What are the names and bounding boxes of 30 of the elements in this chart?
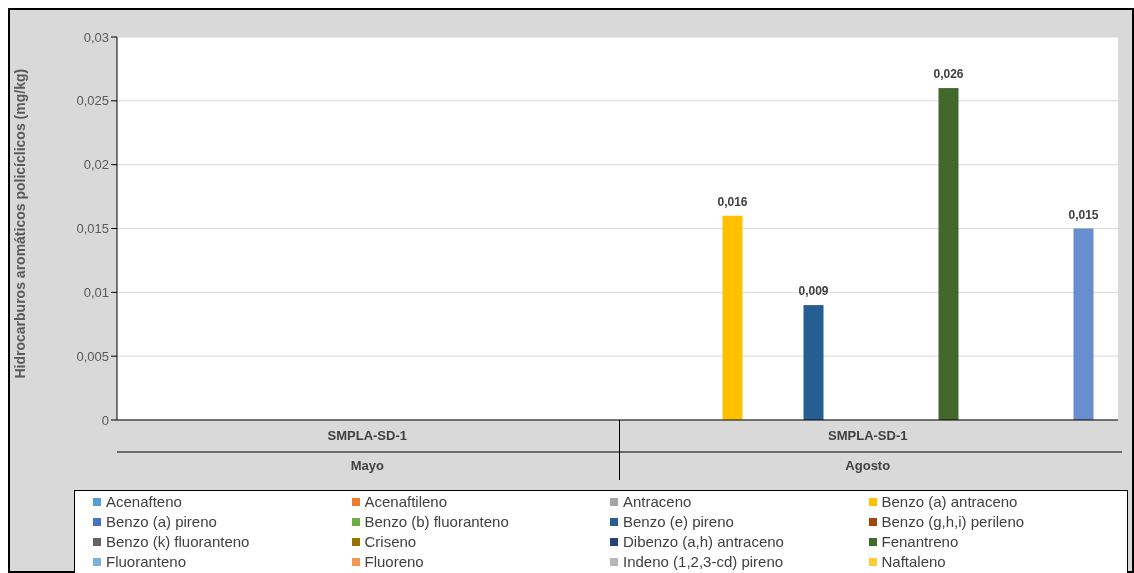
legend-label: Fluoranteno	[106, 552, 187, 572]
y-tick-label: 0,015	[76, 221, 109, 237]
legend-label: Dibenzo (a,h) antraceno	[623, 532, 784, 552]
legend-label: Benzo (a) antraceno	[881, 492, 1018, 512]
legend-label: Benzo (a) pireno	[106, 512, 217, 532]
legend-label: Naftaleno	[881, 552, 946, 572]
x-tick-label: SMPLA-SD-1 Agosto	[828, 428, 908, 473]
legend-label: Criseno	[364, 532, 417, 552]
legend-label: Benzo (e) pireno	[623, 512, 734, 532]
legend-label: Benzo (k) fluoranteno	[106, 532, 250, 552]
y-tick-label: 0	[101, 412, 109, 428]
data-label: 0,026	[933, 67, 964, 82]
data-label: 0,009	[798, 284, 829, 299]
x-tick-label: SMPLA-SD-1 Mayo	[327, 428, 407, 473]
y-axis-title: Hidrocarburos aromáticos policíclicos (mg/kg)	[11, 68, 28, 379]
legend-label: Fluoreno	[364, 552, 424, 572]
legend-label: Benzo (g,h,i) perileno	[881, 512, 1025, 532]
y-tick-label: 0,02	[83, 157, 109, 173]
y-tick-label: 0,03	[83, 29, 109, 45]
data-label: 0,016	[717, 194, 748, 209]
legend-label: Acenafteno	[106, 492, 182, 512]
data-label: 0,015	[1068, 207, 1099, 222]
legend-label: Indeno (1,2,3-cd) pireno	[623, 552, 784, 572]
legend-label: Antraceno	[623, 492, 692, 512]
legend-label: Fenantreno	[881, 532, 959, 552]
y-tick-label: 0,005	[76, 348, 109, 364]
y-tick-label: 0,025	[76, 93, 109, 109]
legend-label: Benzo (b) fluoranteno	[364, 512, 509, 532]
y-tick-label: 0,01	[83, 284, 109, 300]
legend-label: Acenaftileno	[364, 492, 448, 512]
